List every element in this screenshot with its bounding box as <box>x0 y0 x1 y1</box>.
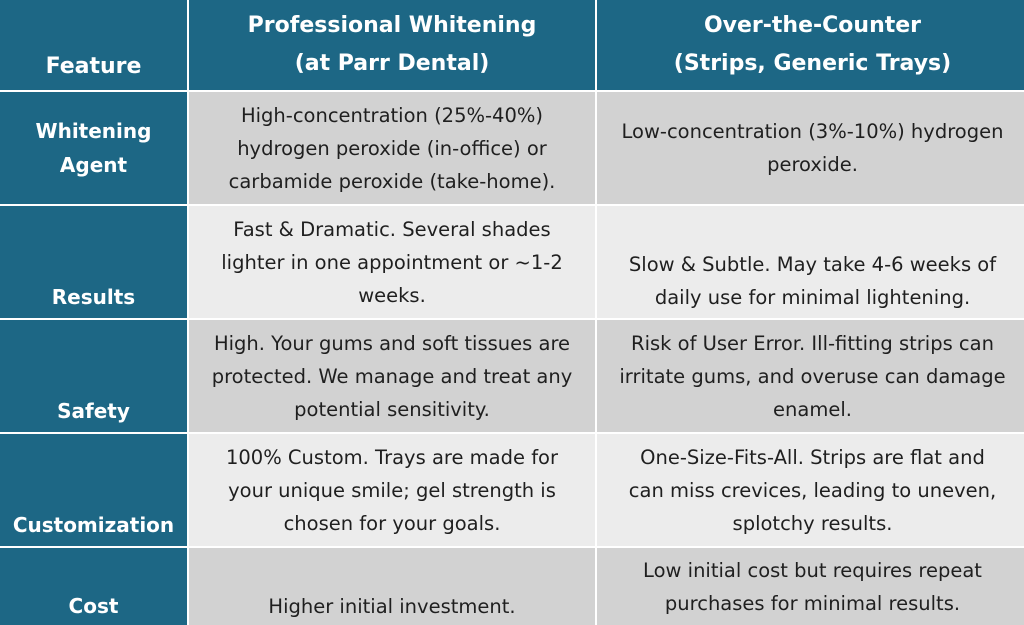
row-label-results: Results <box>0 206 187 318</box>
cell-professional-cost: Higher initial investment. <box>189 548 595 625</box>
cell-professional-whitening-agent: High-concentration (25%-40%) hydrogen pe… <box>189 92 595 204</box>
cell-otc-customization: One-Size-Fits-All. Strips are flat and c… <box>597 434 1024 546</box>
cell-otc-whitening-agent: Low-concentration (3%-10%) hydrogen pero… <box>597 92 1024 204</box>
cell-otc-safety: Risk of User Error. Ill-fitting strips c… <box>597 320 1024 432</box>
row-label-whitening-agent: Whitening Agent <box>0 92 187 204</box>
row-label-customization: Customization <box>0 434 187 546</box>
header-feature: Feature <box>0 0 187 90</box>
cell-professional-customization: 100% Custom. Trays are made for your uni… <box>189 434 595 546</box>
cell-otc-results: Slow & Subtle. May take 4-6 weeks of dai… <box>597 206 1024 318</box>
cell-professional-safety: High. Your gums and soft tissues are pro… <box>189 320 595 432</box>
cell-professional-results: Fast & Dramatic. Several shades lighter … <box>189 206 595 318</box>
row-label-cost: Cost <box>0 548 187 625</box>
header-otc: Over-the-Counter (Strips, Generic Trays) <box>597 0 1024 90</box>
row-label-safety: Safety <box>0 320 187 432</box>
cell-otc-cost: Low initial cost but requires repeat pur… <box>597 548 1024 625</box>
header-professional: Professional Whitening (at Parr Dental) <box>189 0 595 90</box>
